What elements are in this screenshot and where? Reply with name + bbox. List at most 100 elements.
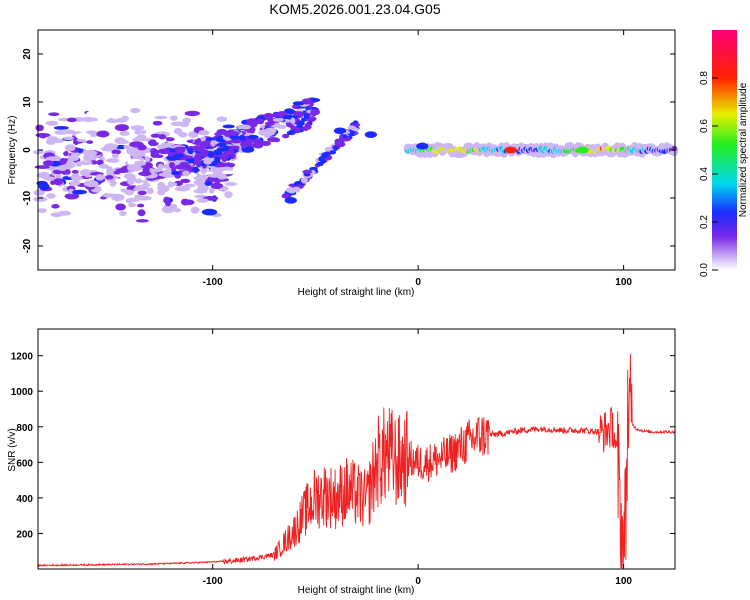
spectrogram-cell	[364, 131, 378, 138]
spectrogram-cell	[349, 130, 355, 136]
spectrogram-cell	[272, 117, 284, 122]
spectrogram-cell	[36, 173, 45, 178]
spectrogram-cell	[137, 190, 147, 196]
spectrogram-cell	[283, 192, 290, 199]
spectrogram-cell	[111, 153, 119, 159]
spectrogram-cell	[106, 169, 117, 177]
spectrogram-cell	[33, 150, 45, 155]
spectrogram-cell	[144, 156, 151, 162]
spectrogram-cell	[101, 193, 117, 198]
spectrogram-cell	[196, 198, 209, 203]
spectrogram-cell	[56, 164, 70, 171]
spectrogram-cell	[239, 124, 251, 130]
spectrogram-cell	[96, 130, 110, 138]
spectrogram-cell	[169, 161, 176, 169]
spectrogram-cell	[75, 132, 91, 140]
spectrogram-cell	[140, 130, 147, 134]
spectrogram-ytick-label: 20	[22, 48, 33, 60]
spectrogram-cell	[290, 117, 296, 125]
spectrogram-cell	[100, 146, 116, 152]
spectrogram-cell	[83, 170, 94, 178]
spectrogram-cell	[352, 123, 361, 127]
spectrogram-cell	[192, 166, 199, 173]
spectrogram-cell	[62, 129, 76, 135]
spectrogram-cell	[198, 148, 205, 153]
spectrogram-cell	[316, 161, 324, 166]
spectrogram-cell	[247, 134, 259, 140]
spectrogram-cell	[174, 186, 188, 192]
spectrogram-cell	[72, 189, 87, 195]
spectrogram-cell	[222, 145, 231, 151]
snr-ytick-label: 1000	[11, 387, 34, 398]
spectrogram-cell	[200, 167, 208, 175]
spectrogram-cell	[83, 180, 99, 188]
spectrogram-cell	[311, 111, 317, 117]
spectrogram-cell	[132, 187, 144, 192]
spectrogram-cell	[157, 163, 164, 171]
spectrogram-cell	[140, 150, 146, 155]
spectrogram-cell	[114, 137, 126, 145]
spectrogram-cell	[96, 159, 104, 166]
spectrogram-cell	[46, 193, 56, 199]
spectrogram-cell	[130, 125, 145, 131]
spectrogram-cell	[180, 178, 191, 184]
spectrogram-ytick-label: -10	[22, 190, 33, 205]
spectrogram-xtick-label: 0	[415, 277, 421, 288]
spectrogram-cell	[63, 150, 69, 157]
spectrogram-cell	[149, 168, 162, 173]
spectrogram-cell	[42, 160, 54, 166]
spectrogram-cell	[302, 169, 313, 174]
spectrogram-cell	[303, 112, 310, 119]
colorbar-tick-label: 0.0	[699, 263, 710, 277]
spectrogram-cell	[201, 208, 218, 216]
spectrogram-cell	[106, 118, 119, 124]
spectrogram-xtick-label: -100	[203, 277, 223, 288]
spectrogram-cell	[213, 149, 223, 156]
spectrogram-cell	[178, 131, 188, 138]
spectrogram-cell	[71, 175, 83, 182]
spectrogram-cell	[126, 147, 142, 155]
spectrogram-cell	[64, 169, 71, 175]
spectrogram-cell	[214, 156, 221, 163]
spectrogram-cell	[229, 138, 243, 144]
spectrogram-cell	[146, 187, 154, 195]
spectrogram-cell	[134, 178, 143, 184]
spectrogram-cell	[171, 170, 181, 175]
spectrogram-cell	[182, 117, 192, 124]
spectrogram-cell	[134, 129, 142, 135]
spectrogram-cell	[204, 180, 213, 186]
spectrogram-cell	[139, 116, 154, 123]
spectrogram-cell	[170, 115, 178, 121]
spectrogram-cell	[154, 115, 168, 120]
spectrogram-cell	[114, 124, 130, 132]
spectrogram-ytick-label: 0	[22, 147, 33, 153]
spectrogram-cell	[37, 208, 47, 213]
spectrogram-cell	[216, 142, 227, 147]
spectrogram-cell	[160, 142, 175, 147]
spectrogram-cell	[173, 153, 184, 159]
spectrogram-cell	[222, 124, 235, 129]
spectrogram-cell	[81, 116, 95, 123]
spectrogram-cell	[35, 124, 44, 132]
colorbar-gradient	[712, 30, 737, 270]
spectrogram-cell	[333, 127, 347, 135]
spectrogram-cell	[114, 178, 124, 183]
snr-ytick-label: 1200	[11, 352, 34, 363]
spectrogram-cell	[130, 107, 141, 114]
spectrogram-cell	[193, 179, 206, 186]
spectrogram-cell	[123, 144, 131, 149]
spectrogram-cell	[504, 146, 517, 154]
spectrogram-cell	[69, 180, 81, 186]
spectrogram-cell	[137, 209, 146, 217]
spectrogram-cell	[59, 158, 67, 165]
snr-ylabel: SNR (v/v)	[7, 428, 18, 471]
spectrogram-cell	[150, 133, 161, 138]
spectrogram-cell	[334, 140, 342, 146]
spectrogram-xlabel: Height of straight line (km)	[298, 287, 415, 298]
spectrogram-cell	[184, 110, 201, 117]
spectrogram-cell	[182, 170, 190, 177]
colorbar-tick-label: 0.8	[699, 71, 710, 85]
spectrogram-cell	[292, 101, 305, 106]
